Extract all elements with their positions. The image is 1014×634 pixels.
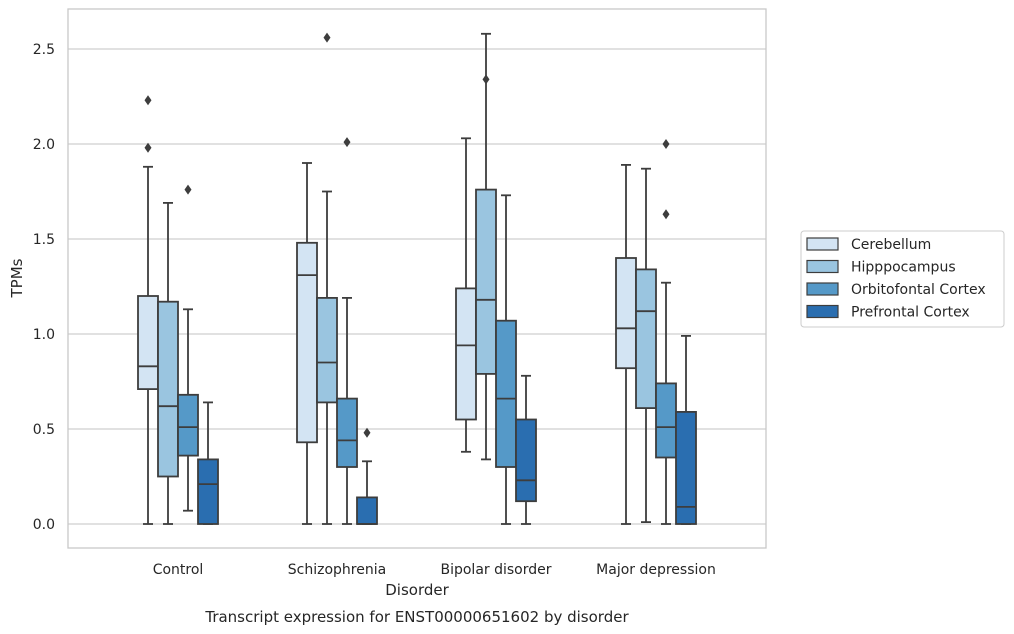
box-group (177, 184, 199, 512)
box (316, 296, 338, 404)
y-tick-label: 0.0 (33, 517, 55, 533)
y-tick-label: 1.0 (33, 327, 55, 343)
legend-label: Cerebellum (851, 237, 931, 253)
box (515, 418, 537, 503)
legend-swatch (806, 304, 839, 319)
box (675, 410, 697, 525)
outlier-point (184, 184, 192, 195)
outlier-point (343, 137, 351, 148)
box (635, 268, 657, 409)
legend-swatch (806, 237, 839, 251)
outlier-point (144, 142, 152, 153)
box (455, 287, 477, 421)
box-group (197, 401, 219, 525)
outlier-point (482, 74, 490, 85)
box (177, 393, 199, 457)
legend-swatch (806, 282, 839, 296)
box-group (615, 163, 637, 525)
x-tick-labels: Control Schizophrenia Bipolar disorder Majo… (153, 562, 716, 578)
y-tick-label: 0.5 (33, 422, 55, 438)
box-group (455, 137, 477, 453)
outlier-point (363, 427, 371, 438)
box (655, 382, 677, 459)
box (615, 257, 637, 370)
box (157, 300, 179, 478)
outlier-point (662, 209, 670, 220)
x-tick-label: Control (153, 562, 204, 578)
box-group (336, 137, 358, 525)
box-group (655, 139, 677, 525)
legend: Cerebellum Hipppocampus Orbitofontal Corte… (800, 230, 1005, 328)
box-group (495, 194, 517, 525)
box (137, 295, 159, 390)
box-group (157, 201, 179, 525)
chart-caption: Transcript expression for ENST0000065160… (204, 608, 629, 626)
box-group (356, 427, 378, 525)
x-axis-label: Disorder (385, 581, 449, 599)
box-group (316, 32, 338, 525)
legend-frame (800, 230, 1005, 328)
box (197, 458, 219, 525)
x-tick-label: Schizophrenia (288, 562, 386, 578)
box-group (635, 167, 657, 523)
y-tick-label: 1.5 (33, 232, 55, 248)
box (356, 496, 378, 525)
legend-label: Prefrontal Cortex (851, 305, 970, 321)
outlier-point (144, 95, 152, 106)
outlier-point (323, 32, 331, 43)
box (475, 188, 497, 375)
box-group (515, 374, 537, 525)
y-tick-label: 2.0 (33, 137, 55, 153)
x-tick-label: Major depression (596, 562, 716, 578)
legend-label: Orbitofontal Cortex (851, 282, 986, 298)
box-group (475, 32, 497, 461)
box (296, 241, 318, 444)
box-group (137, 95, 159, 525)
y-axis-label: TPMs (8, 258, 26, 298)
legend-swatch (806, 259, 839, 274)
box-group (296, 162, 318, 525)
outlier-point (662, 139, 670, 149)
legend-label: Hipppocampus (851, 260, 956, 276)
plot-frame (67, 8, 767, 549)
x-tick-label: Bipolar disorder (440, 562, 551, 578)
boxes (137, 32, 697, 525)
box (336, 397, 358, 468)
box (495, 319, 517, 468)
box-group (675, 334, 697, 525)
y-tick-labels: 0.0 0.5 1.0 1.5 2.0 2.5 (33, 42, 55, 533)
y-tick-label: 2.5 (33, 42, 55, 58)
